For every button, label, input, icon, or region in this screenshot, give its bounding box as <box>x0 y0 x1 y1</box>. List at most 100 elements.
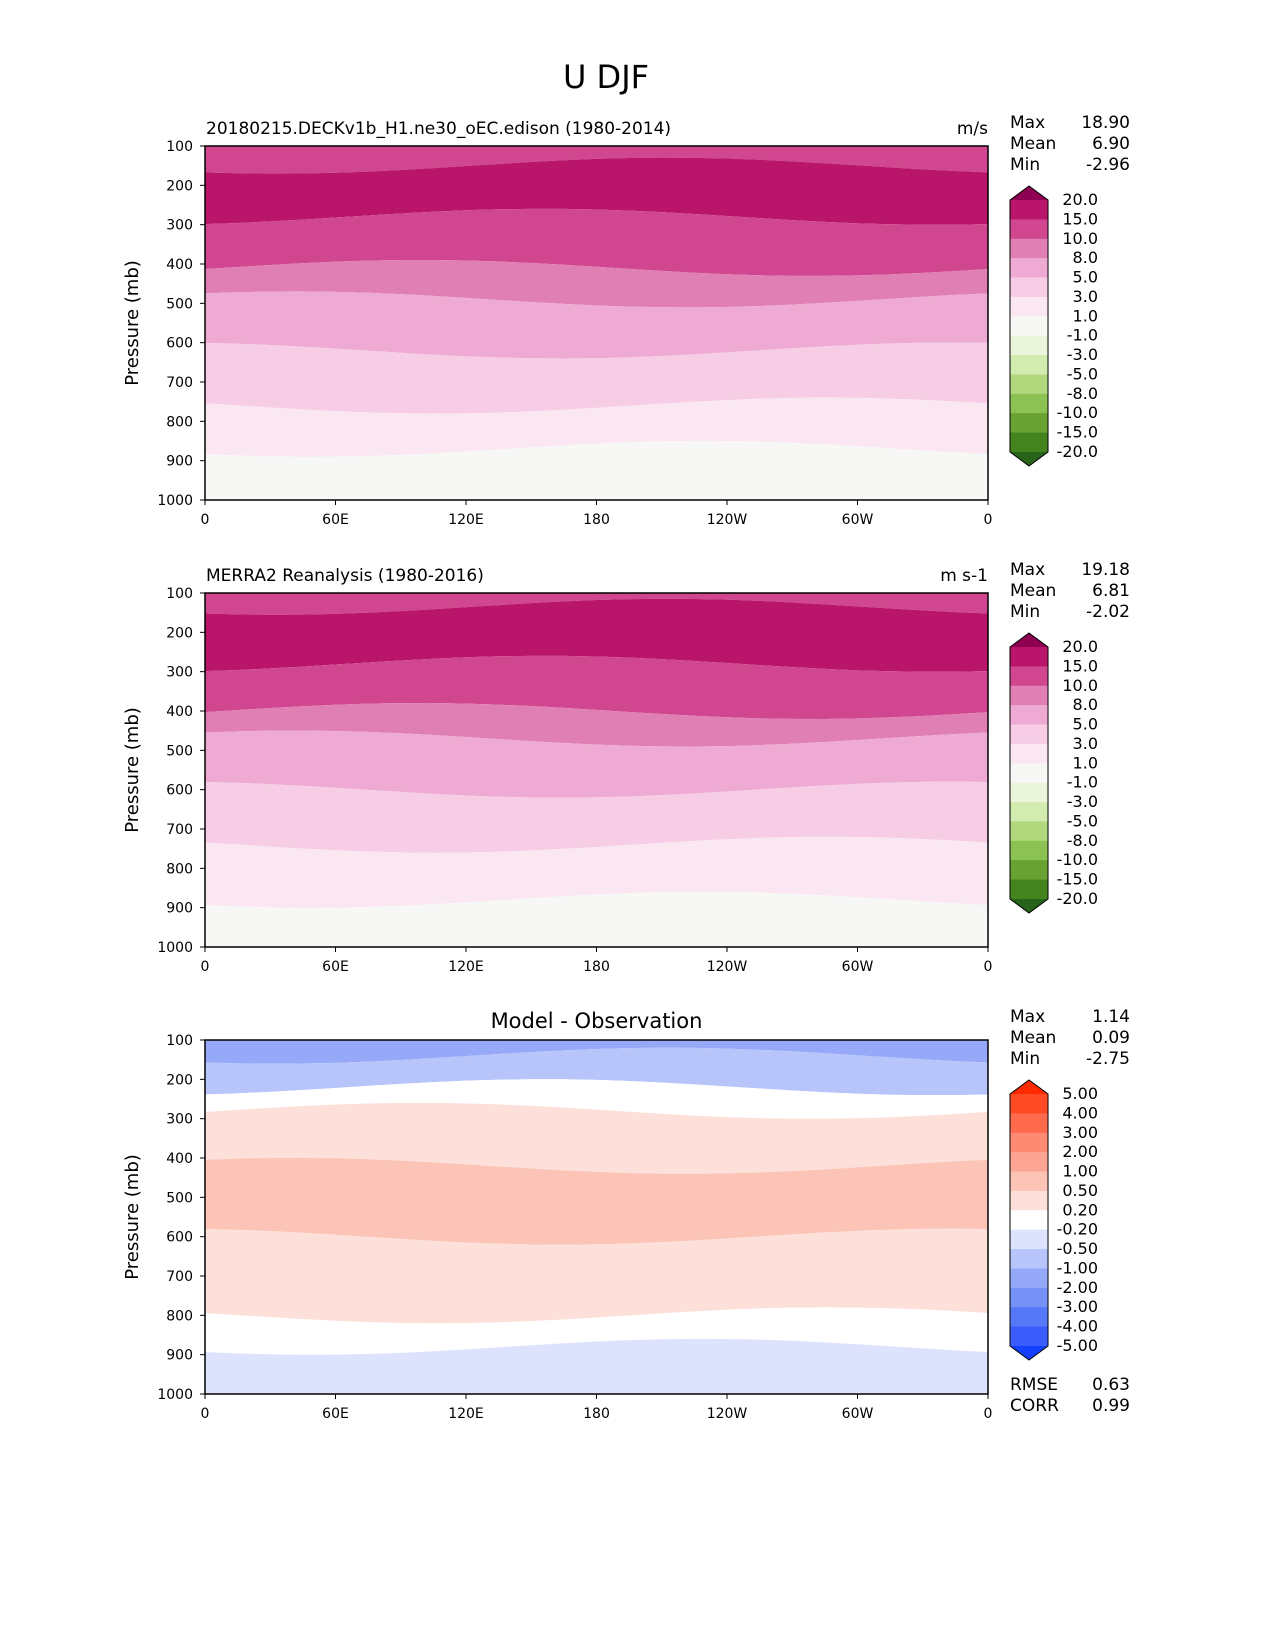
panel-units: m/s <box>957 119 988 139</box>
colorbar-segment <box>1010 296 1048 317</box>
contour-band <box>205 593 988 615</box>
x-tick-label: 60E <box>322 1406 349 1422</box>
contour-band <box>205 836 988 908</box>
panel-title-left: 20180215.DECKv1b_H1.ne30_oEC.edison (198… <box>206 119 671 139</box>
contour-band <box>205 891 988 947</box>
y-tick-label: 1000 <box>157 940 193 956</box>
colorbar-tick-label: 10.0 <box>1062 229 1098 248</box>
y-tick-label: 1000 <box>157 1387 193 1403</box>
stat-value: 0.09 <box>1092 1028 1130 1048</box>
y-tick-label: 100 <box>166 1033 193 1049</box>
contour-band <box>205 208 988 276</box>
colorbar-segment <box>1010 821 1048 842</box>
colorbar-segment <box>1010 743 1048 764</box>
contour-band <box>205 342 988 414</box>
colorbar-tick-label: -1.0 <box>1067 773 1098 792</box>
colorbar-segment <box>1010 1229 1048 1250</box>
x-tick-label: 60W <box>842 1406 874 1422</box>
colorbar-extend-min <box>1010 1346 1048 1360</box>
colorbar-tick-label: -0.20 <box>1057 1220 1098 1239</box>
contour-band <box>205 1040 988 1064</box>
colorbar-segment <box>1010 1132 1048 1153</box>
x-tick-label: 0 <box>984 512 993 528</box>
contour-band <box>205 730 988 798</box>
x-tick-label: 120E <box>448 512 484 528</box>
x-tick-label: 60W <box>842 512 874 528</box>
stat-value: 0.63 <box>1092 1375 1130 1395</box>
colorbar-segment <box>1010 393 1048 414</box>
panel-2: 100 200 300 400 500 600 700 800 900 1000 0 60E 120E 1… <box>122 560 1130 975</box>
panel-title-center: Model - Observation <box>491 1009 703 1033</box>
y-tick-label: 200 <box>166 625 193 641</box>
x-tick-label: 120W <box>707 512 748 528</box>
colorbar-tick-label: -5.0 <box>1067 364 1098 383</box>
colorbar-tick-label: 15.0 <box>1062 209 1098 228</box>
x-tick-label: 120E <box>448 959 484 975</box>
y-tick-label: 700 <box>166 375 193 391</box>
stat-value: 0.99 <box>1092 1396 1130 1416</box>
colorbar-tick-label: 0.20 <box>1062 1200 1098 1219</box>
colorbar-outline <box>1009 185 1049 467</box>
x-tick-label: 60E <box>322 512 349 528</box>
colorbar-segment <box>1010 200 1048 220</box>
y-tick-label: 500 <box>166 743 193 759</box>
colorbar-tick-label: -10.0 <box>1057 403 1098 422</box>
colorbar-tick-label: 1.0 <box>1073 753 1098 772</box>
colorbar: 5.004.003.002.001.000.500.20-0.20-0.50-1… <box>1009 1079 1098 1361</box>
colorbar-tick-label: 0.50 <box>1062 1181 1098 1200</box>
contour-band <box>205 1228 988 1324</box>
colorbar-tick-label: -8.0 <box>1067 384 1098 403</box>
contour-band <box>205 781 988 853</box>
colorbar-tick-label: -1.00 <box>1057 1258 1098 1277</box>
y-tick-label: 400 <box>166 257 193 273</box>
y-tick-label: 800 <box>166 414 193 430</box>
contour-band <box>205 397 988 457</box>
stat-label: Min <box>1010 602 1040 622</box>
contour-band <box>205 1047 988 1096</box>
x-tick-label: 120E <box>448 1406 484 1422</box>
y-tick-label: 800 <box>166 1308 193 1324</box>
colorbar-segment <box>1010 860 1048 881</box>
y-tick-label: 900 <box>166 1348 193 1364</box>
panel-3: 100 200 300 400 500 600 700 800 900 1000 0 60E 120E 1… <box>122 1007 1130 1422</box>
colorbar-tick-label: -3.0 <box>1067 345 1098 364</box>
y-tick-label: 600 <box>166 783 193 799</box>
colorbar-extend-max <box>1010 633 1048 647</box>
colorbar-tick-label: 3.0 <box>1073 734 1098 753</box>
colorbar-tick-label: 4.00 <box>1062 1103 1098 1122</box>
stat-value: 19.18 <box>1081 560 1130 580</box>
contour-band <box>205 1157 988 1245</box>
colorbar-extend-max <box>1010 186 1048 200</box>
y-tick-label: 300 <box>166 218 193 234</box>
colorbar-segment <box>1010 685 1048 706</box>
colorbar: 20.015.010.08.05.03.01.0-1.0-3.0-5.0-8.0… <box>1009 185 1098 467</box>
x-tick-label: 0 <box>201 1406 210 1422</box>
colorbar-extend-max <box>1010 1080 1048 1094</box>
contour-band <box>205 1102 988 1174</box>
x-tick-label: 120W <box>707 1406 748 1422</box>
y-tick-label: 900 <box>166 454 193 470</box>
colorbar-segment <box>1010 666 1048 687</box>
colorbar-segment <box>1010 413 1048 434</box>
stat-label: Min <box>1010 1049 1040 1069</box>
stat-value: 6.81 <box>1092 581 1130 601</box>
y-tick-label: 400 <box>166 1151 193 1167</box>
colorbar-tick-label: 15.0 <box>1062 656 1098 675</box>
y-tick-label: 100 <box>166 139 193 155</box>
stat-label: Max <box>1010 1007 1045 1027</box>
panel-1: 100 200 300 400 500 600 700 800 900 1000 0 60E 120E 1… <box>122 113 1130 528</box>
colorbar-segment <box>1010 432 1048 453</box>
x-tick-label: 180 <box>583 959 610 975</box>
colorbar-segment <box>1010 1326 1048 1347</box>
x-tick-label: 180 <box>583 512 610 528</box>
colorbar-tick-label: 20.0 <box>1062 637 1098 656</box>
contour-band <box>205 259 988 308</box>
figure-title: U DJF <box>563 58 649 96</box>
stat-value: 6.90 <box>1092 134 1130 154</box>
stat-label: Min <box>1010 155 1040 175</box>
colorbar-tick-label: -10.0 <box>1057 850 1098 869</box>
contour-band <box>205 1338 988 1394</box>
y-tick-label: 700 <box>166 1269 193 1285</box>
colorbar-tick-label: 1.00 <box>1062 1162 1098 1181</box>
